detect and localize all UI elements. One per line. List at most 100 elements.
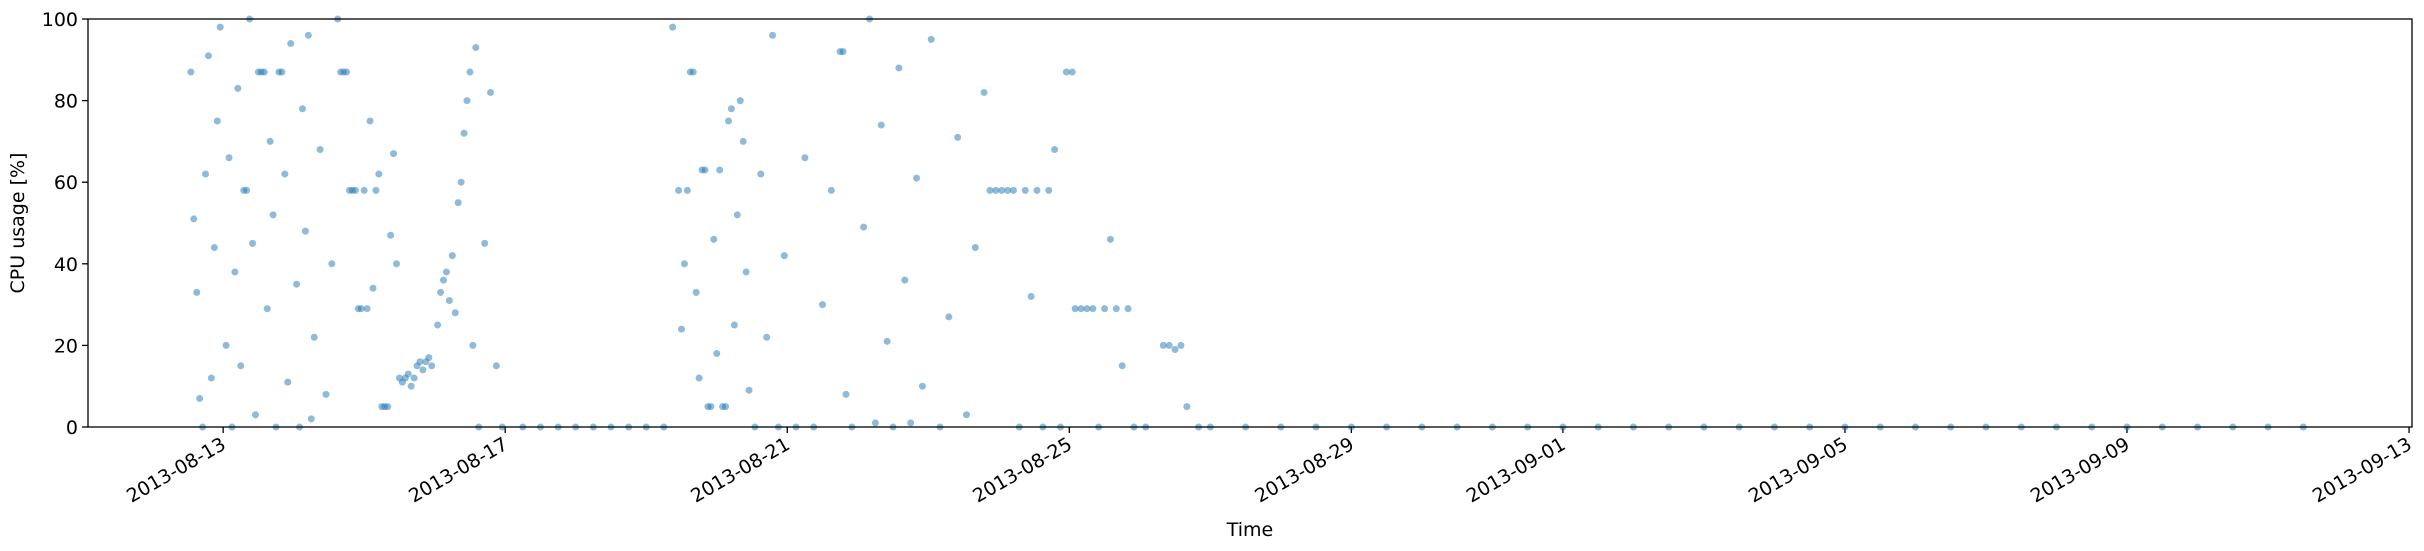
data-point — [1077, 305, 1085, 313]
x-tick-label: 2013-08-29 — [1251, 433, 1358, 507]
data-point — [992, 186, 1000, 194]
data-point — [392, 260, 400, 268]
data-point — [390, 150, 398, 158]
data-point — [1112, 305, 1120, 313]
data-point — [293, 280, 301, 288]
x-tick-label: 2013-08-21 — [687, 433, 794, 507]
data-point — [384, 403, 392, 411]
data-point — [945, 313, 953, 321]
data-point — [328, 260, 336, 268]
data-point — [895, 64, 903, 72]
data-point — [187, 68, 195, 76]
data-point — [343, 68, 351, 76]
data-point — [225, 154, 233, 162]
data-point — [434, 321, 442, 329]
data-point — [237, 362, 245, 370]
data-point — [416, 358, 424, 366]
data-point — [357, 305, 365, 313]
data-point — [231, 268, 239, 276]
data-point — [448, 252, 456, 260]
data-point — [692, 288, 700, 296]
data-point — [407, 382, 415, 390]
data-point — [216, 23, 224, 31]
data-point — [437, 288, 445, 296]
data-point — [1004, 186, 1012, 194]
data-point — [251, 411, 259, 419]
plot-frame — [87, 18, 2413, 428]
data-point — [428, 362, 436, 370]
data-point — [372, 186, 380, 194]
data-point — [366, 117, 374, 125]
data-point — [363, 305, 371, 313]
data-point — [918, 382, 926, 390]
data-point — [713, 350, 721, 358]
data-point — [284, 378, 292, 386]
data-point — [1124, 305, 1132, 313]
data-point — [304, 31, 312, 39]
data-point — [440, 276, 448, 284]
data-point — [278, 68, 286, 76]
data-point — [351, 186, 359, 194]
data-point — [998, 186, 1006, 194]
data-point — [487, 88, 495, 96]
data-point — [701, 166, 709, 174]
data-point — [316, 146, 324, 154]
data-point — [249, 239, 257, 247]
data-point — [387, 231, 395, 239]
data-point — [481, 239, 489, 247]
data-point — [971, 243, 979, 251]
data-point — [1027, 292, 1035, 300]
data-point — [1106, 235, 1114, 243]
data-point — [769, 31, 777, 39]
data-point — [1177, 341, 1185, 349]
data-point — [1101, 305, 1109, 313]
data-point — [454, 199, 462, 207]
data-point — [913, 174, 921, 182]
data-point — [460, 129, 468, 137]
data-point — [469, 341, 477, 349]
data-point — [445, 297, 453, 305]
data-point — [193, 288, 201, 296]
x-axis-label: Time — [1226, 519, 1274, 541]
data-point — [1083, 305, 1091, 313]
y-axis-label: CPU usage [%] — [7, 153, 29, 294]
data-point — [763, 333, 771, 341]
data-point — [369, 284, 377, 292]
data-point — [980, 88, 988, 96]
data-point — [877, 121, 885, 129]
data-point — [907, 419, 915, 427]
data-point — [695, 374, 703, 382]
data-point — [266, 137, 274, 145]
data-point — [860, 223, 868, 231]
data-point — [1033, 186, 1041, 194]
data-point — [410, 374, 418, 382]
data-point — [243, 186, 251, 194]
data-point — [780, 252, 788, 260]
data-point — [260, 68, 268, 76]
data-point — [492, 362, 500, 370]
x-tick-label: 2013-09-09 — [2027, 433, 2134, 507]
data-point — [457, 178, 465, 186]
data-point — [463, 97, 471, 105]
data-point — [724, 117, 732, 125]
data-point — [298, 105, 306, 113]
data-point — [1159, 341, 1167, 349]
data-point — [954, 133, 962, 141]
data-point — [962, 411, 970, 419]
data-point — [425, 354, 433, 362]
data-point — [213, 117, 221, 125]
data-point — [196, 394, 204, 402]
data-point — [419, 366, 427, 374]
data-point — [727, 105, 735, 113]
data-point — [287, 39, 295, 47]
data-point — [301, 227, 309, 235]
data-point — [1165, 341, 1173, 349]
data-point — [1051, 146, 1059, 154]
x-tick-label: 2013-08-25 — [969, 433, 1076, 507]
data-point — [222, 341, 230, 349]
data-point — [207, 374, 215, 382]
data-point — [1021, 186, 1029, 194]
data-point — [472, 44, 480, 52]
data-point — [1062, 68, 1070, 76]
data-point — [375, 170, 383, 178]
